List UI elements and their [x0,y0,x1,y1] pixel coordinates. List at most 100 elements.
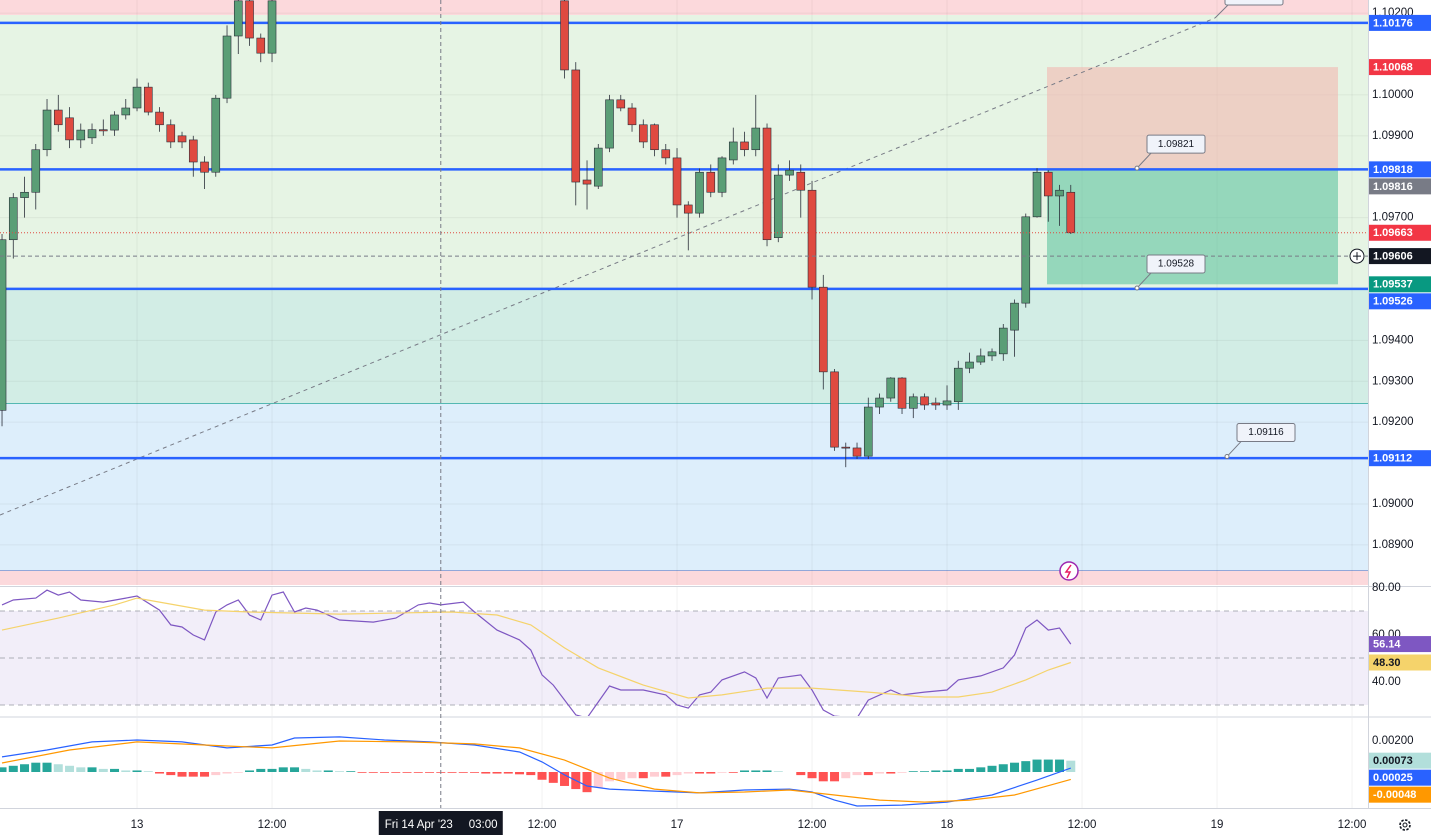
candle-body [155,111,164,126]
price-tag-label: 1.09663 [1373,227,1413,239]
candle-body [953,367,963,403]
candle-body [256,37,266,54]
callout-label: 1.09528 [1158,259,1195,270]
price-tag [1369,276,1431,293]
histogram-bar [323,770,333,772]
histogram-bar [672,772,682,776]
crosshair-plus [1353,252,1361,261]
histogram-bar [98,768,108,772]
macd-pane [0,718,1353,808]
crosshair-date: Fri 14 Apr '23 [385,819,453,831]
histogram-bar [20,764,30,772]
candle-body [65,117,74,141]
candle-body [931,402,941,406]
histogram-bar [1055,759,1065,772]
histogram-bar [222,772,232,774]
candle-body [42,109,52,151]
x-tick-label: 13 [131,819,144,831]
histogram-bar [695,772,705,774]
price-tag [1369,654,1431,671]
candle-body [1066,191,1076,234]
histogram-bar [582,772,592,793]
x-tick-label: 18 [941,819,954,831]
candle-body [627,107,637,126]
candle-body [110,114,119,131]
price-tag-label: 1.09537 [1373,279,1413,291]
histogram-bar [380,772,390,773]
candle-body [695,171,704,214]
histogram-bar [368,772,378,773]
histogram-bar [683,772,693,774]
candle-body [211,97,221,173]
histogram-bar [278,767,288,772]
histogram-bar [897,772,907,773]
y-tick-label: 1.09200 [1372,416,1414,428]
histogram-bar [76,767,86,772]
price-tag-label: 1.09112 [1373,453,1412,465]
histogram-bar [548,772,558,783]
histogram-bar [886,772,896,774]
histogram-bar [852,772,862,776]
callout-pointer [1226,441,1242,457]
candle-body [908,396,918,409]
candle-body [166,124,176,143]
trend-line [0,17,1216,516]
candle-body [661,149,671,159]
series-line [1,597,1071,699]
candle-body [1032,171,1042,218]
histogram-bar [391,772,401,773]
histogram-bar [245,770,255,772]
candle-body [751,127,761,151]
crosshair-time: 03:00 [469,819,498,831]
alert-icon [1064,564,1072,579]
price-tag [1369,161,1431,178]
histogram-bar [953,768,963,772]
price-pane: 1.09821 1.09528 1.09116 [0,0,1368,585]
histogram-bar [593,772,603,788]
alert-icon [1059,561,1079,581]
histogram-bar [650,772,660,777]
y-tick-label: 1.09900 [1372,130,1414,142]
candle-body [998,327,1008,355]
price-tag [1369,293,1431,310]
candle-body [740,141,749,151]
settings-button [1402,822,1408,828]
histogram-bar [976,767,986,772]
callout-anchor [1134,285,1140,291]
candle-body [773,174,783,238]
candle-body [245,0,254,39]
histogram-bar [796,772,806,776]
histogram-bar [638,772,648,779]
histogram-bar [166,772,176,776]
histogram-bar [65,765,75,772]
x-tick-label: 17 [671,819,684,831]
candle-body [571,69,581,183]
zone [0,403,1368,570]
x-tick-label: 12:00 [1338,819,1367,831]
candle-body [638,124,648,143]
y-tick-label: 0.00200 [1372,735,1414,747]
x-tick-label: 12:00 [1068,819,1097,831]
histogram-bar [863,772,873,776]
rsi-pane [0,587,1368,716]
histogram-bar [627,772,637,779]
histogram-bar [188,772,198,777]
callout-pointer [1136,272,1152,289]
price-tag [1369,178,1431,195]
histogram-bar [908,771,918,772]
histogram-bar [8,765,18,772]
candle-body [841,446,851,449]
histogram-bar [526,772,536,776]
histogram-bar [818,772,828,782]
histogram-bar [560,772,570,786]
price-tag [1369,450,1431,467]
candle-body [267,0,277,54]
candle-body [728,141,738,161]
candle-body [76,129,86,141]
histogram-bar [830,772,840,782]
candle-body [87,129,97,139]
candle-body [1055,189,1064,197]
histogram-bar [87,767,97,772]
settings-button[interactable] [1399,819,1411,831]
histogram-bar [312,770,322,772]
